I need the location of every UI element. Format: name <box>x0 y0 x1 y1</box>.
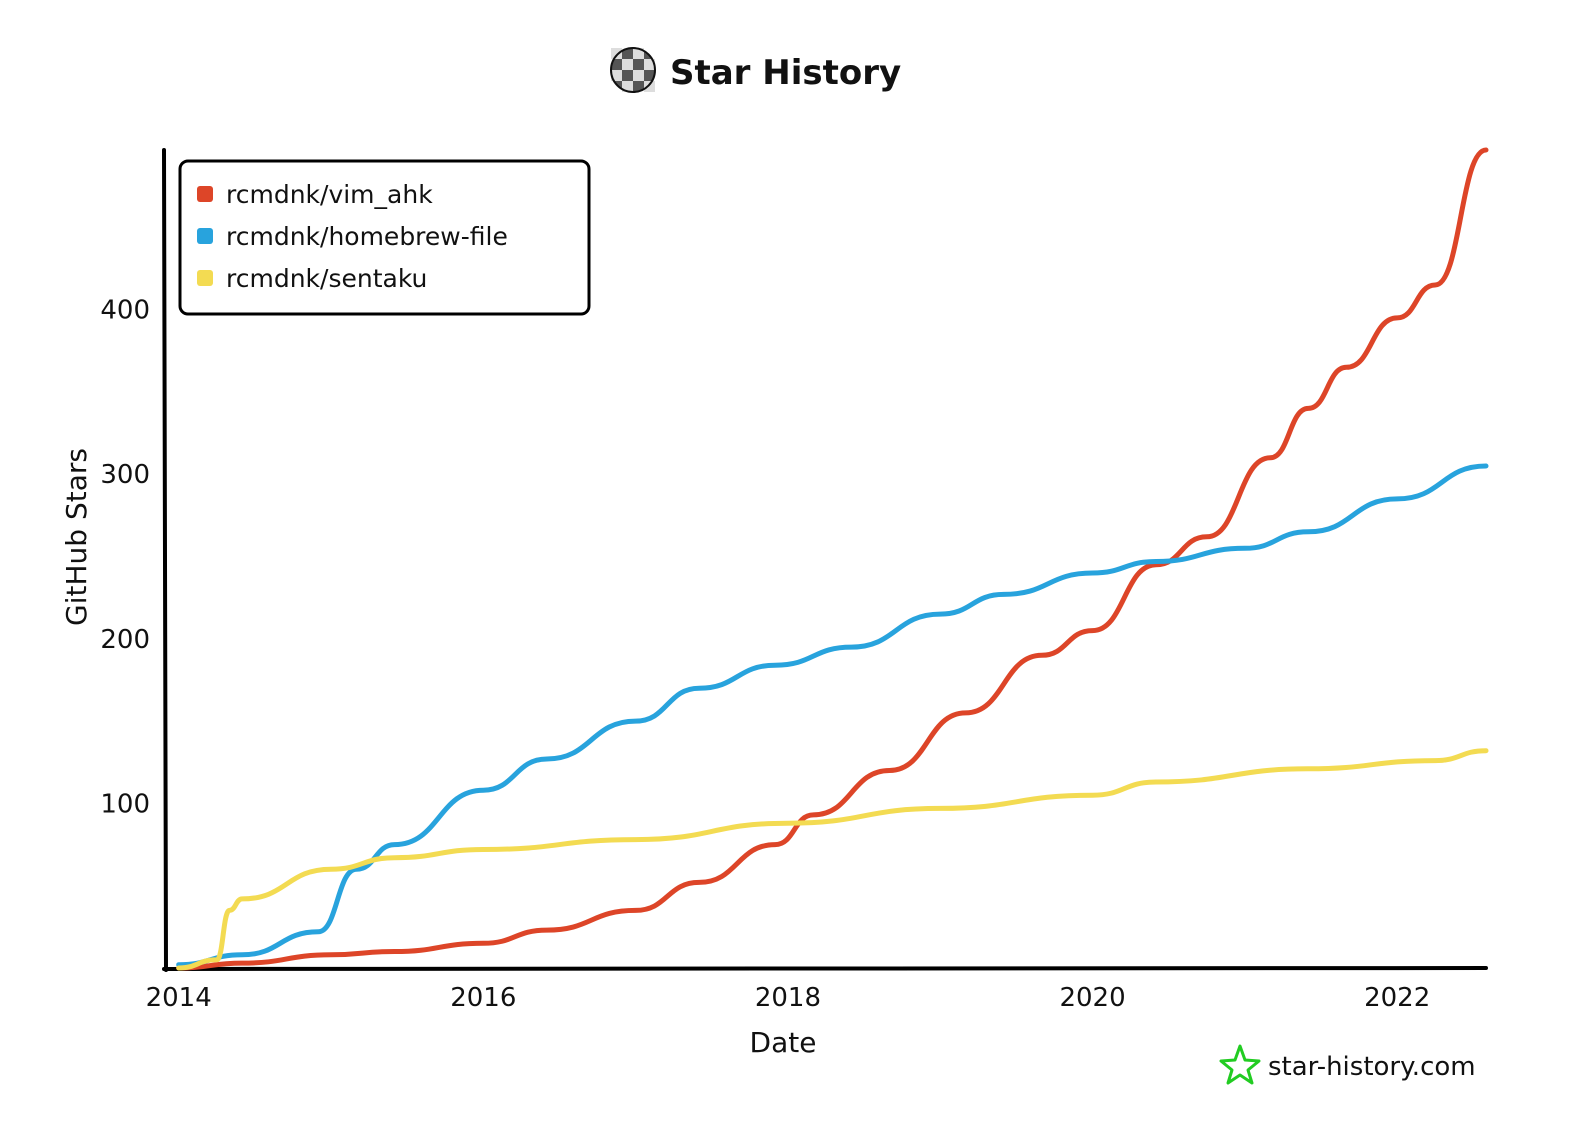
x-axis-line <box>162 966 1488 971</box>
legend-swatch <box>197 186 213 202</box>
series-line-1 <box>176 147 1489 971</box>
watermark: star-history.com <box>1219 1044 1476 1085</box>
legend-swatch <box>197 228 213 244</box>
series-line-3 <box>176 748 1489 971</box>
y-tick-labels: 100 200 300 400 <box>100 296 150 820</box>
legend-label: rcmdnk/homebrew-file <box>226 222 508 251</box>
chart-header: Star History <box>610 47 901 93</box>
star-outline-icon <box>1219 1044 1261 1085</box>
watermark-text: star-history.com <box>1268 1052 1476 1082</box>
star-history-logo-icon <box>610 47 656 93</box>
x-tick-label: 2014 <box>146 983 212 1013</box>
x-axis-label: Date <box>750 1026 817 1059</box>
y-tick-label: 300 <box>100 460 150 490</box>
x-tick-label: 2016 <box>450 983 516 1013</box>
y-axis-line <box>162 148 168 972</box>
y-tick-label: 200 <box>100 625 150 655</box>
legend-label: rcmdnk/sentaku <box>226 264 427 293</box>
legend: rcmdnk/vim_ahk rcmdnk/homebrew-file rcmdnk… <box>178 159 591 316</box>
x-tick-label: 2020 <box>1059 983 1125 1013</box>
series-line-2 <box>176 463 1489 968</box>
y-axis-label: GitHub Stars <box>60 448 93 626</box>
y-tick-label: 400 <box>100 296 150 326</box>
legend-box <box>178 159 591 316</box>
x-tick-label: 2018 <box>755 983 821 1013</box>
legend-swatch <box>197 270 213 286</box>
plot-area <box>176 147 1489 971</box>
x-tick-labels: 2014 2016 2018 2020 2022 <box>146 983 1431 1013</box>
legend-label: rcmdnk/vim_ahk <box>226 180 433 209</box>
chart-title: Star History <box>670 53 901 93</box>
axes <box>162 148 1488 972</box>
y-tick-label: 100 <box>100 789 150 819</box>
x-tick-label: 2022 <box>1364 983 1430 1013</box>
